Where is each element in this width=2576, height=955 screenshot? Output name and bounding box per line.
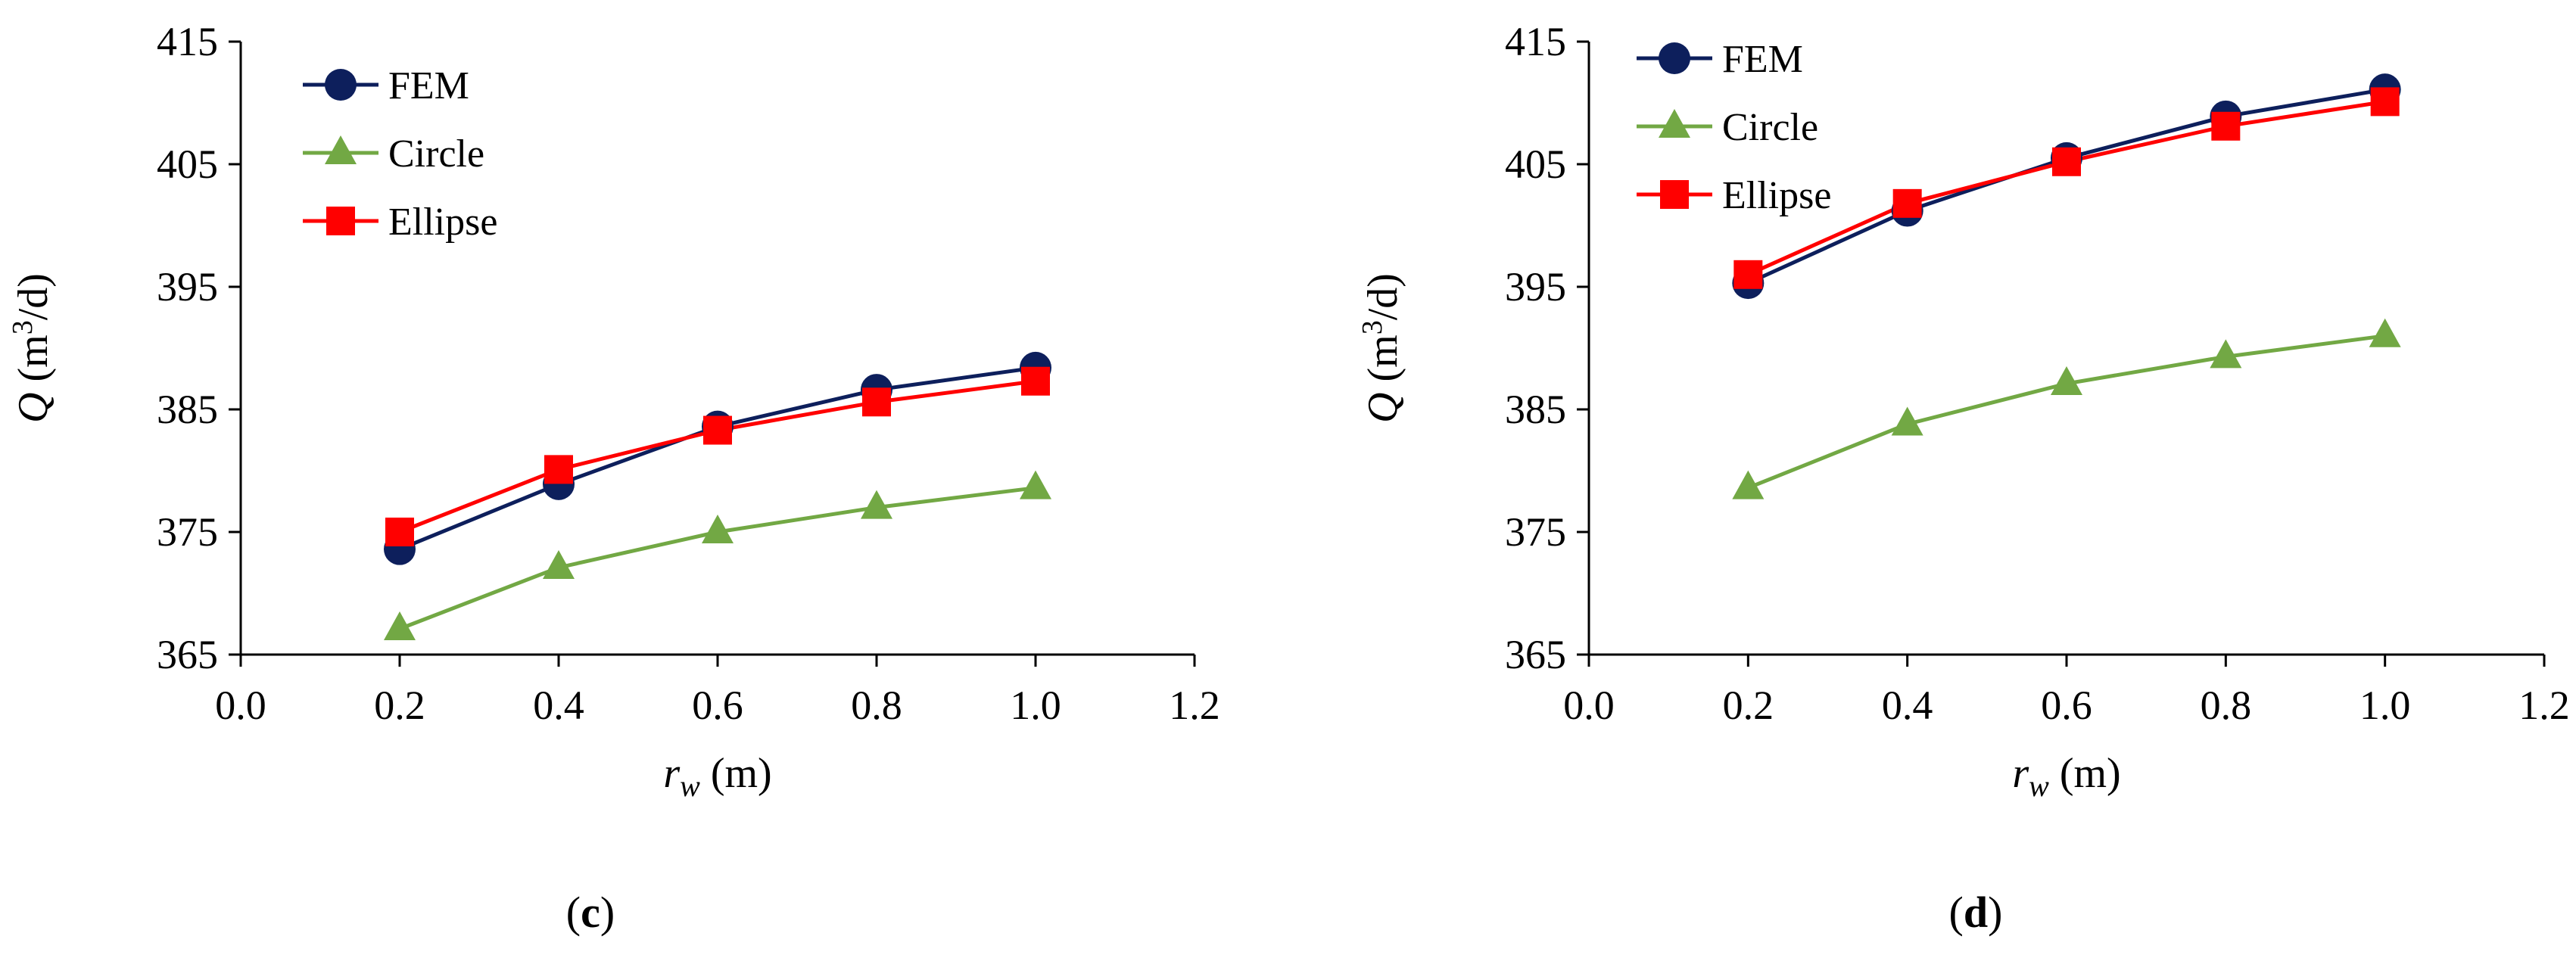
y-tick-label: 385 [157, 387, 218, 432]
panel-label: (c) [566, 888, 615, 937]
data-point-ellipse [2052, 147, 2081, 176]
x-tick-label: 0.6 [692, 683, 743, 728]
y-tick-label: 415 [157, 19, 218, 64]
data-point-ellipse [1733, 260, 1763, 289]
x-tick-label: 0.0 [1563, 683, 1615, 728]
y-tick-label: 405 [1505, 142, 1566, 187]
series-line-fem [1747, 87, 2386, 285]
y-axis-label: Q (m3/d) [7, 273, 57, 423]
x-axis-label: rw (m) [663, 750, 771, 803]
y-tick-label: 415 [1505, 19, 1566, 64]
x-tick-label: 0.4 [533, 683, 584, 728]
legend: FEM Circle Ellipse [1637, 38, 1831, 217]
y-axis-label: Q (m3/d) [1357, 273, 1406, 423]
legend-marker-fem [325, 69, 357, 101]
legend-label-ellipse: Ellipse [388, 201, 497, 244]
data-point-circle [2369, 318, 2401, 347]
data-point-circle [702, 515, 734, 543]
data-point-circle [861, 490, 892, 519]
x-tick-label: 0.4 [1882, 683, 1933, 728]
legend-label-fem: FEM [388, 64, 469, 107]
legend-marker-fem [1659, 42, 1690, 74]
legend-label-fem: FEM [1722, 38, 1803, 81]
series-line-circle [1747, 334, 2385, 490]
data-point-ellipse [2211, 111, 2241, 141]
legend-label-ellipse: Ellipse [1722, 174, 1831, 217]
x-tick-label: 1.0 [2360, 683, 2411, 728]
x-tick-label: 0.8 [851, 683, 902, 728]
data-point-circle [384, 611, 416, 640]
legend: FEM Circle Ellipse [303, 64, 497, 244]
y-tick-label: 365 [157, 632, 218, 677]
x-axis-label: rw (m) [2012, 750, 2120, 803]
y-tick-label: 365 [1505, 632, 1566, 677]
data-point-ellipse [385, 518, 414, 546]
series-line-ellipse [1747, 99, 2386, 277]
legend-marker-circle [1659, 109, 1690, 138]
x-tick-label: 0.2 [1723, 683, 1774, 728]
y-tick-label: 375 [1505, 509, 1566, 555]
x-tick-label: 1.2 [2518, 683, 2570, 728]
y-tick-label: 405 [157, 142, 218, 187]
x-tick-label: 0.6 [2041, 683, 2092, 728]
legend-marker-ellipse [1660, 180, 1689, 209]
panel-label: (d) [1949, 888, 2003, 937]
data-point-ellipse [2370, 87, 2400, 117]
y-tick-label: 385 [1505, 387, 1566, 432]
x-tick-label: 1.2 [1169, 683, 1220, 728]
data-point-circle [543, 549, 575, 579]
y-tick-label: 395 [157, 264, 218, 310]
data-point-ellipse [544, 455, 573, 484]
data-point-circle [2210, 339, 2242, 369]
data-point-circle [1020, 470, 1051, 499]
legend-marker-circle [325, 135, 357, 164]
data-point-ellipse [703, 415, 732, 445]
y-tick-label: 395 [1505, 264, 1566, 310]
data-point-circle [1891, 406, 1923, 436]
data-point-circle [2051, 366, 2082, 395]
legend-marker-ellipse [326, 207, 355, 235]
y-tick-label: 375 [157, 509, 218, 555]
chart-panel-c: 365 375 385 395 405 415 0.0 0.2 0.4 0.6 0.8 1.0 1.2 F… [7, 19, 1220, 937]
legend-label-circle: Circle [1722, 106, 1818, 149]
chart-panel-d: 365 375 385 395 405 415 0.0 0.2 0.4 0.6 0.8 1.0 1.2 F… [1357, 19, 2570, 937]
data-point-circle [1732, 470, 1765, 499]
data-point-ellipse [1021, 366, 1050, 396]
data-point-ellipse [862, 387, 891, 417]
x-tick-label: 0.2 [374, 683, 425, 728]
x-tick-label: 0.8 [2201, 683, 2252, 728]
x-tick-label: 0.0 [215, 683, 266, 728]
x-tick-label: 1.0 [1010, 683, 1061, 728]
legend-label-circle: Circle [388, 132, 484, 176]
data-point-ellipse [1892, 188, 1922, 218]
